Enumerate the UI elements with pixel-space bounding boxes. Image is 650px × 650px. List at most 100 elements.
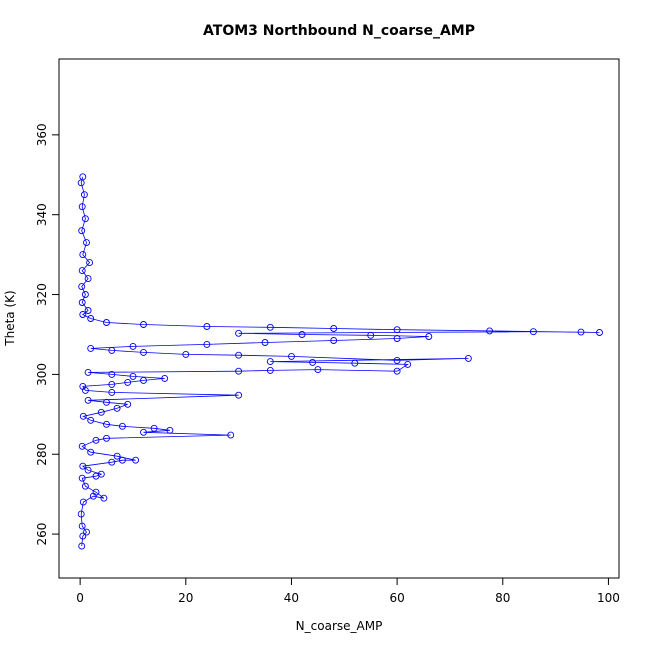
- data-point: [393, 335, 401, 342]
- data-point: [78, 299, 86, 306]
- data-point: [103, 434, 110, 442]
- y-tick-label: 280: [35, 443, 49, 466]
- plot-frame: [58, 58, 620, 579]
- data-point: [266, 358, 274, 366]
- data-point: [330, 337, 338, 344]
- data-point: [140, 348, 147, 356]
- series-line: [80, 176, 600, 547]
- data-point: [235, 351, 243, 359]
- y-axis-label: Theta (K): [3, 290, 17, 346]
- y-tick-label: 340: [35, 203, 49, 226]
- data-point: [108, 388, 116, 396]
- x-axis: 0 20 40 60 80 100: [76, 577, 620, 605]
- data-point: [129, 372, 137, 380]
- series-layer: [77, 173, 603, 550]
- data-point: [78, 203, 86, 211]
- data-point: [393, 356, 401, 364]
- y-tick-label: 260: [35, 523, 49, 546]
- data-point: [108, 346, 116, 354]
- data-point: [266, 366, 274, 374]
- data-point: [235, 367, 243, 375]
- x-tick-label: 40: [284, 591, 299, 605]
- data-point: [83, 528, 90, 536]
- data-point: [97, 470, 105, 478]
- y-axis: 260 280 300 320 340 360: [35, 123, 60, 546]
- data-point: [103, 398, 110, 406]
- x-tick-label: 20: [178, 591, 193, 605]
- data-point: [166, 426, 174, 434]
- data-point: [78, 522, 86, 530]
- data-point: [79, 382, 87, 390]
- data-point: [330, 325, 338, 332]
- data-point: [393, 326, 401, 334]
- data-point: [79, 311, 87, 318]
- data-point: [87, 416, 95, 424]
- data-point: [100, 494, 108, 502]
- data-point: [182, 350, 190, 358]
- data-point: [84, 466, 92, 474]
- data-point: [203, 323, 211, 330]
- data-point: [132, 456, 140, 464]
- data-point: [78, 283, 86, 291]
- data-point: [103, 420, 110, 428]
- data-point: [86, 259, 94, 267]
- x-tick-label: 80: [495, 591, 510, 605]
- data-point: [92, 436, 100, 444]
- data-point: [79, 173, 87, 181]
- data-point: [140, 376, 147, 384]
- x-tick-label: 100: [597, 591, 620, 605]
- data-point: [266, 323, 274, 331]
- data-point: [113, 452, 121, 460]
- data-point: [84, 396, 92, 404]
- x-tick-label: 60: [389, 591, 404, 605]
- data-point: [77, 510, 85, 518]
- data-point: [129, 342, 137, 350]
- data-point: [84, 307, 92, 314]
- data-point: [235, 329, 243, 337]
- data-point: [118, 456, 126, 464]
- data-point: [235, 391, 243, 399]
- data-point: [486, 327, 494, 335]
- data-point: [309, 358, 317, 366]
- data-point: [529, 328, 537, 336]
- y-tick-label: 360: [35, 123, 49, 146]
- data-point: [87, 315, 95, 322]
- data-point: [92, 488, 100, 496]
- data-point: [227, 431, 235, 439]
- data-point: [314, 366, 322, 374]
- data-point: [108, 458, 116, 466]
- chart-title: ATOM3 Northbound N_coarse_AMP: [203, 23, 475, 39]
- data-point: [83, 239, 90, 247]
- data-point: [351, 359, 359, 367]
- data-point: [97, 408, 105, 416]
- data-point: [78, 442, 86, 450]
- data-point: [367, 331, 375, 339]
- data-point: [79, 412, 87, 420]
- data-point: [78, 227, 86, 235]
- data-point: [80, 191, 88, 199]
- data-point: [124, 400, 132, 408]
- data-point: [393, 367, 401, 375]
- data-point: [78, 267, 86, 275]
- data-point: [108, 370, 116, 378]
- x-tick-label: 0: [76, 591, 84, 605]
- data-point: [108, 380, 116, 388]
- data-point: [87, 344, 95, 352]
- data-point: [103, 319, 110, 326]
- data-point: [118, 422, 126, 430]
- data-point: [79, 532, 87, 540]
- data-point: [161, 374, 169, 382]
- data-point: [124, 378, 132, 386]
- x-axis-label: N_coarse_AMP: [296, 619, 383, 633]
- data-point: [84, 275, 92, 283]
- data-point: [81, 291, 89, 298]
- data-point: [78, 474, 86, 482]
- data-point: [577, 328, 585, 336]
- data-point: [298, 331, 306, 338]
- data-point: [288, 352, 295, 360]
- data-point: [84, 368, 92, 376]
- data-point: [78, 542, 86, 550]
- data-point: [113, 404, 121, 412]
- data-point: [81, 482, 89, 490]
